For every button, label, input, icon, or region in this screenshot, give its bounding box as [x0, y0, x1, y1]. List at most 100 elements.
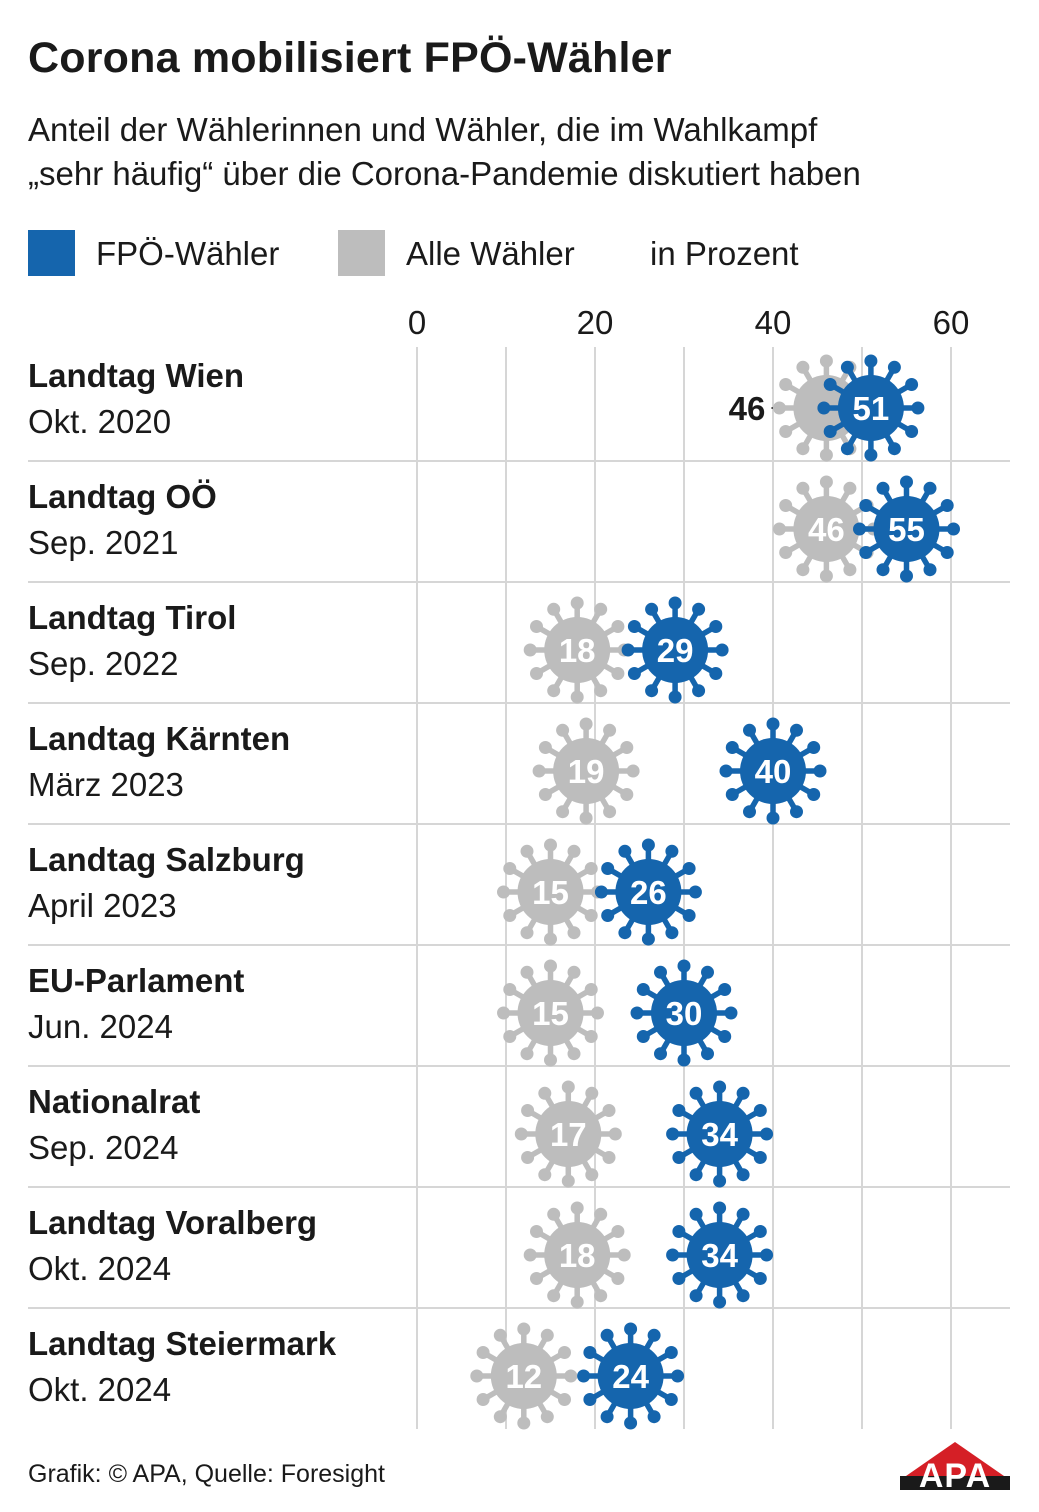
virus-spike-tip [672, 1225, 686, 1238]
marker-fpoe-waehler: 51 [817, 354, 925, 462]
virus-spike-tip [736, 1207, 750, 1221]
virus-spike-tip [666, 1127, 680, 1141]
virus-body [873, 496, 940, 562]
virus-spike-tip [796, 563, 810, 577]
virus-spike-tip [718, 1030, 732, 1043]
virus-spike-tip [520, 1047, 534, 1061]
row-separators [28, 460, 1010, 1309]
virus-spike-tip [864, 448, 878, 462]
virus-spike-tip [567, 844, 581, 858]
category-date: Okt. 2020 [28, 403, 171, 440]
virus-spike-tip [591, 1006, 604, 1020]
category-date: Sep. 2022 [28, 645, 178, 682]
virus-spike-tip [567, 1047, 581, 1061]
virus-spike-tip [602, 1151, 616, 1164]
subtitle-line-1: Anteil der Wählerinnen und Wähler, die i… [28, 111, 818, 148]
data-label: 51 [853, 390, 890, 427]
virus-spike-tip [887, 360, 901, 374]
category-date: Okt. 2024 [28, 1371, 171, 1408]
virus-spike-tip [688, 885, 702, 899]
chart-row: Landtag Kärnten März 2023 [28, 720, 290, 803]
virus-body [553, 738, 620, 804]
virus-spike-tip [520, 926, 534, 940]
data-label: 29 [657, 632, 694, 669]
virus-spike-tip [713, 1174, 727, 1188]
virus-spike-tip [689, 1207, 703, 1221]
data-label: 26 [630, 874, 667, 911]
virus-spike-tip [790, 723, 803, 737]
virus-spike-tip [647, 1410, 661, 1424]
virus-spike-tip [840, 442, 854, 456]
virus-spike-tip [709, 620, 723, 633]
virus-spike-tip [840, 360, 854, 374]
virus-spike-tip [923, 563, 937, 577]
chart-row: Landtag Tirol Sep. 2022 [28, 599, 236, 682]
x-axis-ticks: 0 20 40 60 [408, 304, 970, 341]
virus-spike-tip [796, 481, 810, 495]
legend-swatch-fpoe [28, 230, 75, 276]
virus-spike-tip [579, 717, 593, 731]
data-label: 30 [666, 995, 703, 1032]
virus-spike-tip [600, 1328, 614, 1342]
virus-spike-tip [713, 1295, 727, 1309]
virus-spike-tip [517, 1322, 531, 1336]
virus-spike-tip [523, 643, 537, 657]
virus-body [535, 1101, 602, 1167]
marker-fpoe-waehler: 29 [621, 596, 729, 704]
virus-spike-tip [547, 684, 561, 698]
virus-spike-tip [645, 684, 659, 698]
marker-alle-waehler: 17 [514, 1080, 622, 1188]
category-name: Landtag Kärnten [28, 720, 290, 757]
virus-spike-tip [594, 1207, 608, 1221]
virus-spike-tip [594, 602, 608, 616]
virus-spike-tip [544, 1053, 557, 1067]
virus-spike-tip [677, 1053, 691, 1067]
virus-spike-tip [779, 425, 793, 438]
chart-row: Landtag Wien Okt. 2020 46 [28, 357, 822, 440]
virus-spike-tip [556, 805, 570, 819]
virus-spike-tip [570, 1201, 584, 1215]
virus-spike-tip [664, 1346, 678, 1359]
virus-spike-tip [689, 1086, 703, 1100]
category-date: Sep. 2021 [28, 524, 178, 561]
virus-spike-tip [911, 401, 925, 415]
virus-spike-tip [476, 1393, 490, 1406]
virus-spike-tip [813, 764, 827, 778]
chart-subtitle: Anteil der Wählerinnen und Wähler, die i… [28, 108, 1018, 196]
virus-spike-tip [645, 602, 659, 616]
virus-spike-tip [940, 499, 954, 512]
virus-spike-tip [579, 811, 593, 825]
virus-body [686, 1101, 753, 1167]
data-label: 12 [505, 1358, 542, 1395]
virus-spike-tip [611, 1272, 625, 1285]
virus-spike-tip [796, 360, 810, 374]
virus-spike-tip [621, 643, 635, 657]
virus-spike-tip [570, 596, 584, 610]
virus-spike-tip [753, 1272, 767, 1285]
virus-spike-tip [772, 522, 786, 536]
virus-spike-tip [923, 481, 937, 495]
virus-spike-tip [503, 983, 517, 996]
virus-body [615, 859, 682, 925]
subtitle-line-2: „sehr häufig“ über die Corona-Pandemie d… [28, 155, 861, 192]
virus-spike-tip [819, 354, 833, 368]
virus-spike-tip [876, 481, 890, 495]
virus-spike-tip [905, 378, 919, 391]
x-tick-label: 60 [933, 304, 970, 341]
virus-spike-tip [760, 1248, 774, 1262]
virus-spike-tip [819, 475, 833, 489]
virus-spike-tip [547, 1289, 561, 1303]
virus-spike-tip [724, 1006, 738, 1020]
virus-spike-tip [620, 788, 634, 801]
virus-spike-tip [503, 1030, 517, 1043]
virus-spike-tip [876, 563, 890, 577]
virus-body [793, 496, 860, 562]
virus-body [686, 1222, 753, 1288]
category-name: Landtag Steiermark [28, 1325, 337, 1362]
virus-spike-tip [664, 1393, 678, 1406]
virus-spike-tip [544, 932, 557, 946]
data-label: 19 [568, 753, 605, 790]
virus-spike-tip [544, 838, 557, 852]
data-label: 34 [701, 1116, 738, 1153]
virus-spike-tip [692, 684, 706, 698]
